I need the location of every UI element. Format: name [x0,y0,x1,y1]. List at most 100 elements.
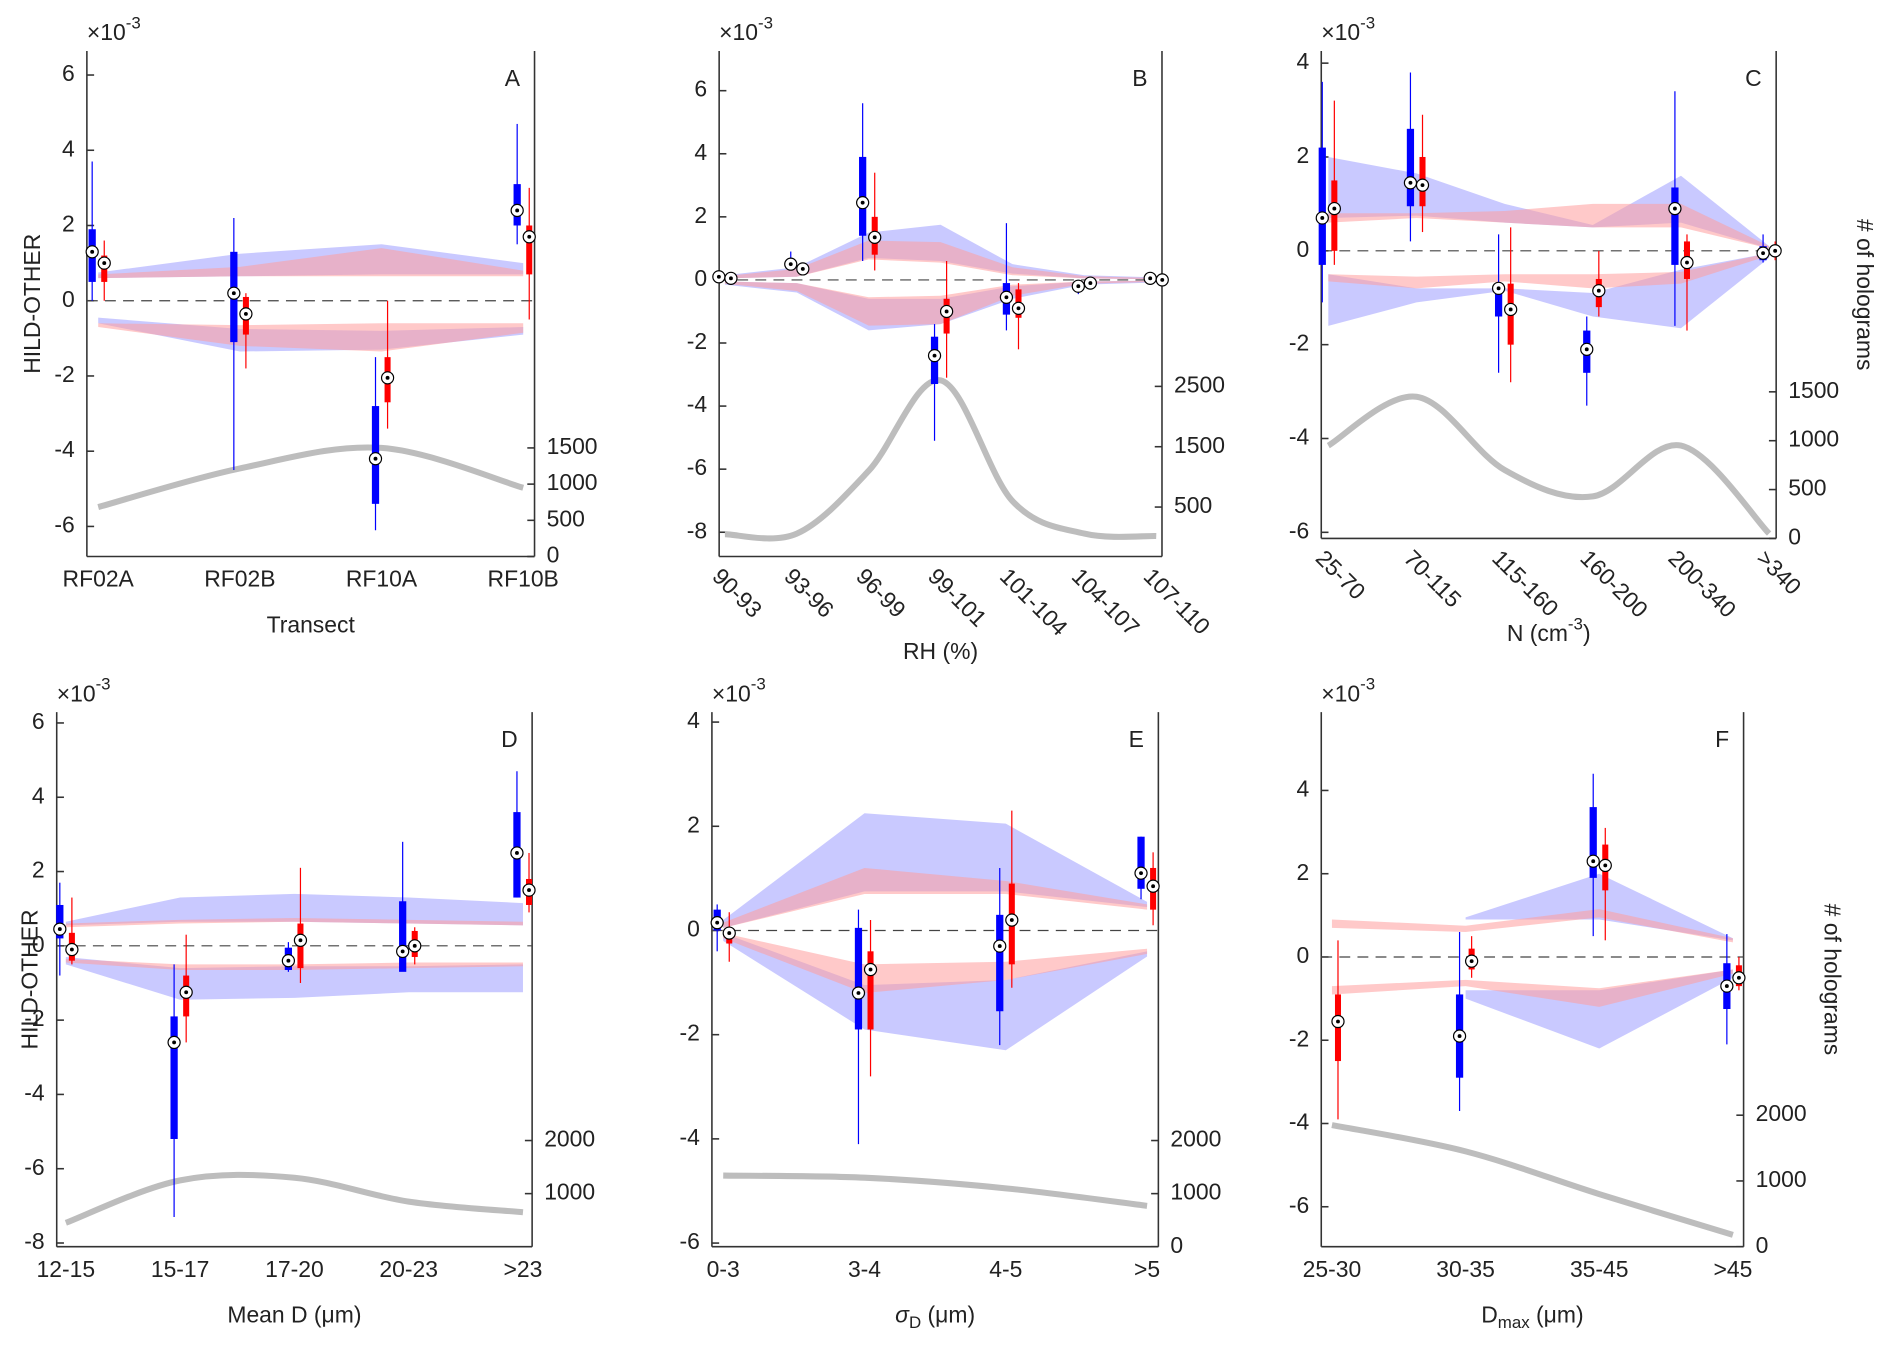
median-dot [1603,863,1608,868]
y-tick-label: -4 [54,436,75,462]
axis-exponent: ×10-3 [1321,14,1375,45]
y2-tick-label: 1000 [1788,426,1839,452]
label-part: ×10 [1321,19,1360,45]
y2-tick-label: 1000 [1170,1179,1221,1205]
box [399,901,407,972]
y-tick-label: -4 [679,1124,700,1150]
x-tick-label: >45 [1713,1256,1752,1282]
label-part: ×10 [87,19,126,45]
median-dot [527,888,531,893]
median-dot [515,208,520,213]
y-tick-label: 4 [1296,48,1309,74]
x-tick-label: 160-200 [1575,545,1653,623]
band [65,917,523,928]
median-dot [1761,251,1766,256]
median-dot [1672,206,1677,211]
band [1331,909,1733,943]
median-dot [715,920,720,925]
median-dot [1160,277,1165,282]
median-dot [856,991,861,995]
y2-tick-label: 0 [1170,1232,1183,1258]
median-dot [286,958,291,963]
band [1465,873,1733,941]
y-tick-label: -6 [687,454,707,480]
label-part: ×10 [57,680,96,706]
axis-exponent: ×10-3 [87,14,141,45]
x-tick-label: RF02B [204,566,275,592]
median-dot [1736,975,1741,980]
box [854,927,863,1030]
y-tick-label: 0 [62,286,75,312]
panel-label: F [1715,726,1729,752]
y2-tick-label: 1500 [1174,432,1225,458]
y-tick-label: 0 [694,265,707,291]
panel: -6 -4 -2 0 2 4 0 1000 2000 ×10-3 F # of holograms 25… [1289,675,1846,1332]
y2-tick-label: 0 [1756,1232,1769,1258]
median-dot [527,234,532,239]
median-dot [1076,284,1081,289]
band [1328,253,1770,329]
axis-exponent: ×10-3 [1321,675,1375,706]
y-tick-label: -8 [687,517,707,543]
median-dot [1724,984,1729,989]
x-tick-label: 35-45 [1570,1256,1629,1282]
label-part: -3 [126,14,141,33]
panel-label: E [1129,726,1144,752]
y-tick-label: 2 [1296,859,1309,885]
y-tick-label: 0 [687,916,700,942]
y2-tick-label: 500 [1788,475,1826,501]
x-tick-label: >5 [1134,1256,1160,1282]
median-dot [872,235,877,240]
label-part: max [1498,1313,1530,1332]
x-axis-label: RH (%) [903,638,978,664]
band [724,280,1157,326]
label-part: N (cm [1507,620,1568,646]
median-dot [1320,216,1325,220]
label-part: (μm) [1530,1302,1584,1328]
median-dot [1004,295,1009,300]
box [1589,807,1597,878]
x-tick-label: 96-99 [851,563,911,623]
count-curve [64,1171,524,1226]
y-tick-label: 6 [62,60,75,86]
x-tick-label: 20-23 [379,1256,438,1282]
y2-axis-label: # of holograms [1852,219,1878,371]
median-dot [1457,1034,1462,1038]
median-dot [1336,1019,1340,1024]
band [1328,203,1770,249]
box [1331,180,1338,251]
y-tick-label: 0 [1296,236,1309,262]
label-part: Mean D (μm) [227,1302,361,1328]
y-tick-label: 4 [32,782,45,808]
band [98,323,524,352]
panel: -8 -6 -4 -2 0 2 4 6 1000 2000 ×10-3 D HILD-OTHER 12-1… [16,675,595,1328]
panel-label: B [1132,65,1147,91]
x-tick-label: RF10A [346,566,418,592]
y-tick-label: -2 [679,1020,699,1046]
label-part: -3 [96,675,111,694]
box [526,225,533,275]
y2-tick-label: 1500 [1788,377,1839,403]
y-tick-label: 4 [687,707,700,733]
box [1318,147,1326,265]
median-dot [172,1040,177,1045]
x-tick-label: RF02A [63,566,135,592]
x-tick-label: 107-110 [1139,563,1216,640]
median-dot [1009,918,1014,922]
median-dot [243,311,248,316]
y-tick-label: -2 [1289,330,1309,356]
y2-tick-label: 2000 [1756,1100,1807,1126]
x-tick-label: 12-15 [37,1256,96,1282]
x-tick-label: 93-96 [779,563,839,623]
x-tick-label: 101-104 [995,563,1073,641]
y2-tick-label: 1500 [547,433,598,459]
y-tick-label: 2 [1296,142,1309,168]
box [867,951,874,1030]
x-tick-label: RF10B [488,566,559,592]
y2-tick-label: 500 [1174,492,1212,518]
median-dot [412,943,417,948]
band [1328,253,1770,289]
label-part: -3 [758,14,773,33]
y2-axis-label: # of holograms [1819,904,1845,1056]
